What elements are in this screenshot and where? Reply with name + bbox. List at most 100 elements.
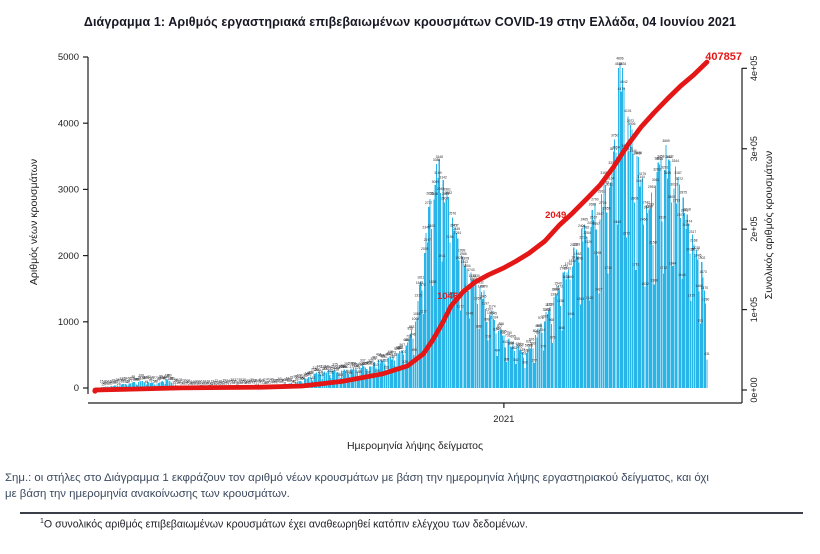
svg-text:38: 38: [126, 380, 130, 384]
svg-text:1046: 1046: [437, 291, 458, 302]
svg-text:241: 241: [324, 365, 330, 369]
svg-text:64: 64: [302, 376, 306, 380]
svg-text:1374: 1374: [550, 293, 558, 297]
svg-text:41: 41: [259, 381, 263, 385]
svg-text:17: 17: [182, 381, 186, 385]
svg-text:45: 45: [253, 379, 257, 383]
svg-text:39: 39: [247, 381, 251, 385]
svg-text:433: 433: [381, 355, 387, 359]
svg-text:877: 877: [497, 324, 503, 328]
svg-text:20: 20: [213, 381, 217, 385]
svg-text:3750: 3750: [611, 134, 619, 138]
svg-text:34: 34: [178, 380, 182, 384]
svg-text:60: 60: [171, 377, 175, 381]
svg-text:329: 329: [402, 360, 408, 364]
svg-text:1640: 1640: [566, 275, 574, 279]
svg-text:2197: 2197: [424, 238, 432, 242]
svg-text:1732: 1732: [660, 266, 668, 270]
svg-text:395: 395: [504, 357, 510, 361]
svg-text:37: 37: [234, 378, 238, 382]
svg-text:3344: 3344: [672, 159, 680, 163]
svg-text:1470: 1470: [480, 285, 488, 289]
svg-text:2790: 2790: [591, 197, 599, 201]
svg-text:244: 244: [335, 366, 341, 370]
svg-text:1911: 1911: [438, 254, 445, 258]
svg-text:1058: 1058: [413, 312, 421, 316]
svg-text:1061: 1061: [567, 312, 575, 316]
svg-text:2168: 2168: [690, 239, 698, 243]
svg-text:405: 405: [380, 354, 386, 358]
svg-text:18: 18: [189, 381, 193, 385]
svg-text:19: 19: [196, 382, 200, 386]
svg-text:3386: 3386: [433, 158, 441, 162]
svg-text:1843: 1843: [461, 260, 469, 264]
svg-text:2284: 2284: [583, 231, 591, 235]
svg-text:153: 153: [338, 373, 344, 377]
svg-text:3458: 3458: [657, 155, 665, 159]
svg-text:3069: 3069: [432, 180, 440, 184]
svg-text:40: 40: [282, 378, 286, 382]
svg-text:54: 54: [279, 380, 283, 384]
svg-text:1540: 1540: [554, 282, 562, 286]
svg-text:2039: 2039: [421, 247, 429, 251]
svg-text:108: 108: [297, 374, 303, 378]
svg-text:15: 15: [101, 382, 105, 386]
svg-text:1389: 1389: [447, 291, 455, 295]
svg-text:1149: 1149: [543, 307, 550, 311]
svg-text:2800: 2800: [668, 195, 676, 199]
svg-text:80: 80: [150, 377, 154, 381]
svg-text:31: 31: [283, 381, 287, 385]
svg-text:2397: 2397: [593, 222, 601, 226]
svg-text:66: 66: [127, 376, 131, 380]
svg-text:2688: 2688: [589, 203, 597, 207]
svg-text:44: 44: [249, 379, 253, 383]
svg-text:18: 18: [212, 382, 216, 386]
svg-text:77: 77: [130, 377, 134, 381]
svg-text:Ημερομηνία λήψης δείγματος: Ημερομηνία λήψης δείγματος: [347, 440, 483, 452]
svg-text:39: 39: [113, 381, 117, 385]
svg-text:1896: 1896: [575, 257, 583, 261]
svg-text:1000: 1000: [58, 317, 79, 328]
svg-text:3488: 3488: [635, 151, 643, 155]
svg-text:1345: 1345: [479, 294, 487, 298]
svg-text:2400: 2400: [682, 223, 690, 227]
svg-text:29: 29: [222, 379, 226, 383]
svg-text:140: 140: [305, 371, 311, 375]
svg-text:36: 36: [175, 378, 179, 382]
svg-text:2417: 2417: [451, 223, 459, 227]
svg-text:38: 38: [238, 378, 242, 382]
svg-text:2800: 2800: [441, 197, 449, 201]
svg-text:526: 526: [394, 347, 400, 351]
svg-text:579: 579: [525, 344, 531, 348]
svg-text:2013: 2013: [691, 247, 699, 251]
svg-text:137: 137: [319, 373, 325, 377]
svg-text:86: 86: [158, 376, 162, 380]
svg-text:3104: 3104: [607, 177, 615, 181]
svg-text:3374: 3374: [656, 157, 664, 161]
svg-text:1197: 1197: [482, 301, 489, 305]
svg-text:976: 976: [538, 316, 544, 320]
svg-text:22: 22: [214, 379, 218, 383]
svg-text:23: 23: [188, 382, 192, 386]
svg-text:464: 464: [385, 353, 391, 357]
svg-text:69: 69: [134, 378, 138, 382]
svg-text:13: 13: [108, 380, 112, 384]
svg-text:1472: 1472: [418, 283, 426, 287]
svg-text:1902: 1902: [698, 256, 706, 260]
svg-text:537: 537: [520, 348, 526, 352]
svg-text:89: 89: [159, 375, 163, 379]
svg-text:68: 68: [288, 378, 292, 382]
svg-text:2198: 2198: [446, 235, 454, 239]
svg-text:19: 19: [201, 381, 205, 385]
svg-text:280: 280: [342, 365, 348, 369]
svg-text:0: 0: [74, 383, 79, 394]
svg-text:1452: 1452: [478, 285, 486, 289]
svg-text:1424: 1424: [552, 288, 560, 292]
svg-text:750: 750: [506, 331, 512, 335]
svg-text:88: 88: [133, 378, 137, 382]
svg-text:375: 375: [371, 357, 377, 361]
svg-text:210: 210: [315, 368, 321, 372]
svg-text:2377: 2377: [450, 223, 458, 227]
svg-text:3452: 3452: [665, 155, 673, 159]
svg-text:3142: 3142: [440, 175, 448, 179]
